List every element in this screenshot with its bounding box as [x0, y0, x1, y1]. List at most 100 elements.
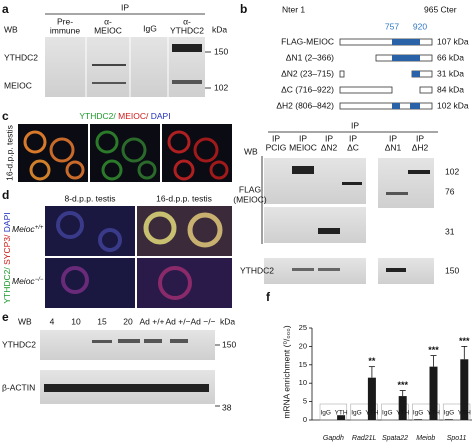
group-box — [412, 403, 440, 421]
row-label: YTHDC2 — [4, 52, 38, 62]
row-label: YTHDC2 — [240, 265, 274, 275]
column-label: ΔH2 — [412, 142, 429, 152]
construct-size: 102 kDa — [437, 100, 469, 110]
panel-label: c — [2, 109, 9, 123]
bar-label: IgG — [351, 410, 361, 417]
band — [172, 80, 202, 84]
nter-label: Nter 1 — [282, 4, 305, 14]
bar — [429, 366, 438, 420]
group-box — [350, 403, 378, 421]
y-tick-label: 5 — [303, 397, 307, 406]
cells — [23, 130, 229, 181]
stain-label: YTHDC2/ MEIOC/ DAPI — [79, 111, 170, 121]
bar-label: YTH — [335, 410, 348, 417]
bar-label: YTH — [365, 410, 378, 417]
lane-label: 15 — [97, 316, 107, 326]
marker-label: 31 — [445, 226, 455, 236]
bar — [444, 419, 453, 420]
side-label: 16-d.p.p. testis — [4, 125, 14, 181]
blot — [378, 158, 434, 208]
column-label: IP — [272, 133, 280, 143]
y-tick-label: 15 — [299, 360, 307, 369]
wb-label: WB — [4, 24, 18, 34]
bar-label: YTH — [458, 410, 471, 417]
column-label: ΔC — [347, 142, 359, 152]
bands — [292, 166, 430, 272]
wb-label: WB — [244, 146, 258, 156]
ip-label: IP — [121, 2, 129, 12]
bar — [460, 359, 469, 420]
significance: *** — [459, 336, 470, 346]
site-label: 920 — [413, 21, 427, 31]
bar — [337, 415, 346, 420]
y-tick-label: 0 — [303, 415, 307, 424]
row-label: MEIOC — [4, 80, 32, 90]
column-label: IP — [299, 133, 307, 143]
bands — [44, 339, 209, 392]
band — [92, 82, 126, 84]
construct-size: 66 kDa — [437, 52, 464, 62]
site-label: 757 — [385, 21, 399, 31]
blot — [264, 258, 366, 284]
cells — [56, 211, 223, 300]
significance: *** — [428, 345, 439, 355]
bar-label: IgG — [382, 410, 392, 417]
blot — [264, 207, 366, 243]
column-label: ΔN1 — [385, 142, 402, 152]
marker-label: 102 — [214, 82, 228, 92]
lane-label: 20 — [123, 316, 133, 326]
construct-name: ΔN2 (23–715) — [281, 68, 334, 78]
kda-label: kDa — [220, 316, 235, 326]
construct-name: FLAG-MEIOC — [281, 36, 334, 46]
cter-label: 965 Cter — [424, 4, 457, 14]
lane-label: 10 — [71, 316, 81, 326]
row-label: (MEIOC) — [233, 194, 267, 204]
column-label: 16-d.p.p. testis — [156, 193, 212, 203]
column-label: MEIOC — [289, 142, 317, 152]
column-label: MEIOC — [94, 25, 122, 35]
x-tick-label: Gapdh — [323, 435, 344, 442]
bar — [367, 377, 376, 420]
y-tick-label: 20 — [299, 341, 307, 350]
marker-label: 38 — [222, 402, 232, 412]
row-label: β-ACTIN — [2, 382, 35, 392]
x-tick-label: Spo11 — [447, 435, 467, 442]
column-label: YTHDC2 — [170, 25, 204, 35]
column-label: Pre- — [57, 16, 73, 26]
column-label: ΔN2 — [321, 142, 338, 152]
panel-label: e — [2, 310, 9, 324]
construct-name: ΔC (716–922) — [281, 84, 334, 94]
y-tick-label: 10 — [299, 378, 307, 387]
bar-label: YTH — [396, 410, 409, 417]
blot — [264, 158, 366, 204]
column-label: IP — [416, 133, 424, 143]
significance: ** — [368, 356, 376, 366]
column-label: 8-d.p.p. testis — [64, 193, 115, 203]
panel-label: a — [2, 2, 9, 16]
construct-name: ΔN1 (2–366) — [286, 52, 334, 62]
micrograph — [45, 258, 135, 308]
genotype-label: Meioc+/+ — [12, 224, 44, 234]
blot — [40, 330, 215, 360]
panel-label: d — [2, 188, 9, 202]
column-label: IP — [349, 133, 357, 143]
marker-label: 102 — [445, 166, 459, 176]
column-label: α- — [183, 16, 191, 26]
column-label: immune — [50, 25, 81, 35]
column-label: α- — [104, 16, 112, 26]
x-tick-label: Spata22 — [382, 435, 408, 442]
construct-size: 107 kDa — [437, 36, 469, 46]
marker-label: 150 — [222, 339, 236, 349]
bar — [414, 419, 423, 420]
construct-bars — [339, 38, 433, 110]
lane-label: 4 — [50, 316, 55, 326]
bar — [398, 396, 407, 420]
y-axis-title: mRNA enrichment (⁰/₀₀₀) — [281, 325, 291, 419]
marker-label: 150 — [214, 46, 228, 56]
bar-label: YTH — [427, 410, 440, 417]
column-label: IP — [389, 133, 397, 143]
column-label: PCIG — [266, 142, 287, 152]
kda-label: kDa — [212, 24, 227, 34]
bar-label: IgG — [444, 410, 454, 417]
group-box — [319, 403, 348, 421]
